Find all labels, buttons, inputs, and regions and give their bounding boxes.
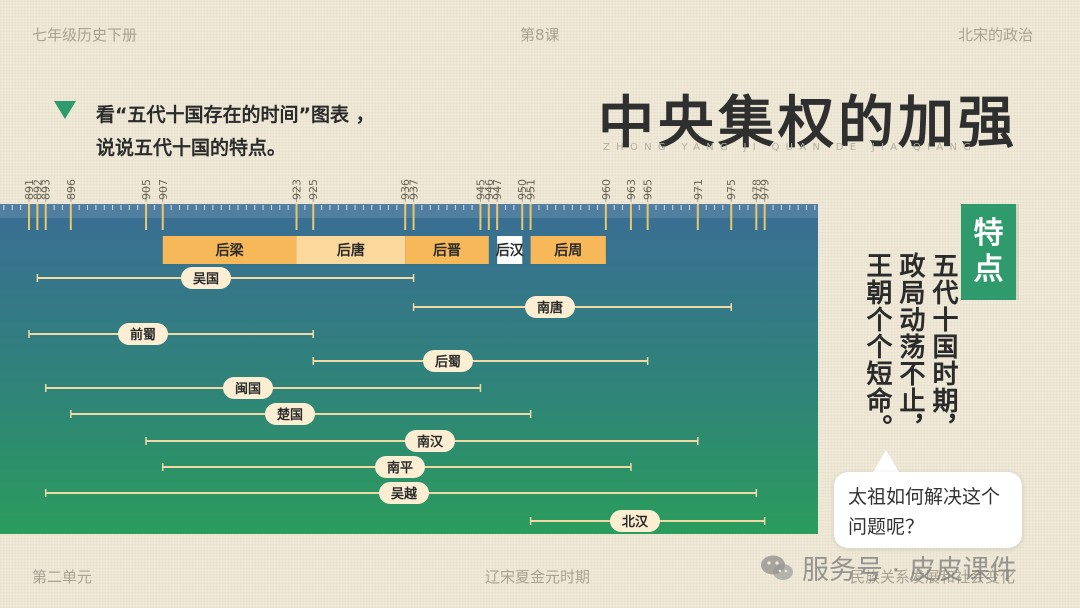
year-label: 937 bbox=[408, 179, 421, 200]
dynasty-bar bbox=[530, 236, 606, 264]
dynasty-label: 后梁 bbox=[216, 242, 245, 259]
year-label: 975 bbox=[725, 179, 738, 200]
conclusion-col-3: 王朝个个短命。 bbox=[862, 252, 892, 441]
year-label: 971 bbox=[692, 179, 705, 200]
speech-bubble-text: 太祖如何解决这个问题呢？ bbox=[848, 486, 1001, 538]
year-label: 978 bbox=[750, 179, 763, 200]
dynasty-label: 后汉 bbox=[496, 242, 525, 259]
year-label: 896 bbox=[65, 179, 78, 200]
question-line-2: 说说五代十国的特点。 bbox=[96, 137, 287, 159]
footer-unit: 第二单元 bbox=[32, 568, 93, 586]
year-label: 946 bbox=[483, 179, 496, 200]
year-label: 893 bbox=[40, 179, 53, 200]
year-label: 950 bbox=[516, 179, 529, 200]
kingdom-label: 南汉 bbox=[417, 434, 444, 450]
kingdom-label: 南唐 bbox=[537, 300, 563, 316]
year-label: 936 bbox=[399, 179, 412, 200]
kingdom-label-pill bbox=[181, 267, 231, 289]
year-label: 947 bbox=[491, 179, 504, 200]
speech-bubble: 太祖如何解决这个问题呢？ bbox=[834, 472, 1022, 548]
year-label: 963 bbox=[625, 179, 638, 200]
kingdom-label: 楚国 bbox=[277, 407, 303, 423]
kingdom-label: 北汉 bbox=[622, 514, 649, 530]
kingdom-label: 吴越 bbox=[391, 486, 418, 502]
wechat-icon bbox=[761, 555, 793, 580]
kingdom-label-pill bbox=[223, 377, 273, 399]
dynasty-label: 后唐 bbox=[337, 242, 365, 259]
year-label: 979 bbox=[759, 179, 772, 200]
dynasty-bar bbox=[497, 236, 523, 264]
dynasty-bar bbox=[405, 236, 489, 264]
year-label: 907 bbox=[157, 179, 170, 200]
year-label: 891 bbox=[23, 179, 36, 200]
kingdom-label: 闽国 bbox=[235, 381, 261, 397]
watermark: 服务号 · 皮皮课件 bbox=[760, 548, 1017, 587]
kingdom-label-pill bbox=[405, 430, 455, 452]
footer-period: 辽宋夏金元时期 bbox=[485, 568, 591, 586]
kingdom-label-pill bbox=[610, 510, 660, 532]
year-label: 905 bbox=[140, 179, 153, 200]
footer-theme: 民族关系发展和社会变化 bbox=[850, 568, 1016, 586]
page-title-pinyin: ZHONG YANG JI QUAN DE JIA QIANG bbox=[603, 142, 978, 153]
year-label: 945 bbox=[474, 179, 487, 200]
axis-strip bbox=[0, 204, 818, 218]
kingdom-label: 南平 bbox=[387, 460, 413, 476]
kingdom-label: 后蜀 bbox=[435, 354, 461, 370]
year-label: 965 bbox=[642, 179, 655, 200]
year-label: 925 bbox=[307, 179, 320, 200]
dynasty-label: 后晋 bbox=[433, 242, 461, 259]
kingdom-label: 吴国 bbox=[193, 272, 219, 287]
header-grade: 七年级历史下册 bbox=[32, 26, 138, 44]
triangle-bullet-icon bbox=[54, 101, 76, 119]
conclusion-col-1: 五代十国时期， bbox=[928, 252, 958, 441]
kingdom-label: 前蜀 bbox=[130, 327, 156, 343]
kingdom-label-pill bbox=[525, 296, 575, 318]
year-label: 960 bbox=[600, 179, 613, 200]
kingdom-label-pill bbox=[265, 403, 315, 425]
kingdom-label-pill bbox=[375, 456, 425, 478]
kingdom-label-pill bbox=[423, 350, 473, 372]
year-label: 951 bbox=[525, 179, 538, 200]
kingdom-label-pill bbox=[379, 482, 429, 504]
watermark-text: 服务号 · 皮皮课件 bbox=[802, 555, 1017, 586]
header-topic: 北宋的政治 bbox=[958, 26, 1034, 44]
conclusion-col-2: 政局动荡不止， bbox=[895, 252, 925, 441]
speech-bubble-tail bbox=[872, 450, 900, 474]
question-line-1: 看“五代十国存在的时间”图表 ， bbox=[96, 104, 375, 126]
header-lesson: 第8课 bbox=[520, 26, 560, 44]
page-title: 中央集权的加强 bbox=[598, 91, 1018, 156]
kingdom-label-pill bbox=[118, 323, 168, 345]
year-label: 892 bbox=[31, 179, 44, 200]
dynasty-bar bbox=[296, 236, 406, 264]
feature-label: 特点 bbox=[961, 204, 1019, 300]
year-label: 923 bbox=[291, 179, 304, 200]
dynasty-bar bbox=[162, 236, 297, 264]
dynasty-label: 后周 bbox=[554, 242, 582, 259]
